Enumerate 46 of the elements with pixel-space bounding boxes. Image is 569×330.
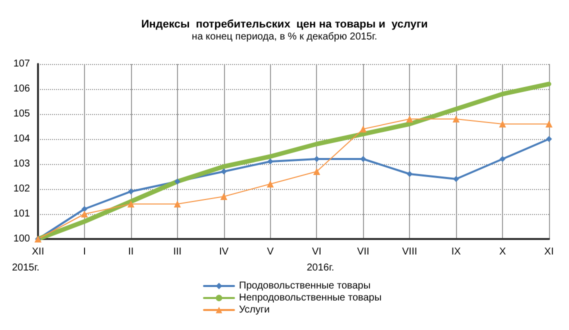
x-tick-label: V [266, 246, 274, 258]
point [453, 176, 460, 182]
x-tick-label: XII [32, 246, 44, 258]
x-tick-label: XI [544, 246, 554, 258]
point [128, 188, 134, 194]
text: 2016г. [306, 262, 334, 274]
point [406, 116, 414, 122]
y-tick-label: 104 [13, 134, 30, 144]
x-tick-label: VII [357, 246, 370, 258]
point [80, 210, 88, 218]
y-tick-label: 102 [13, 184, 30, 194]
x-tick-label: VI [312, 246, 322, 258]
legend-label: Непродовольственные товары [239, 292, 382, 304]
y-tick-label: 103 [13, 158, 30, 170]
point [266, 180, 274, 188]
x-tick-label: I [83, 246, 86, 258]
point [220, 193, 228, 200]
point [127, 200, 134, 208]
point [81, 206, 88, 212]
point [499, 120, 506, 128]
y-tick-label: 107 [13, 58, 30, 70]
point [174, 200, 181, 208]
point [267, 158, 274, 164]
point [313, 168, 320, 175]
legend-label: Продовольственные товары [239, 280, 371, 292]
y-tick-label: 105 [13, 108, 30, 120]
point [500, 156, 506, 162]
text: 2015г. [12, 262, 40, 274]
x-tick-label: VIII [402, 246, 418, 258]
y-tick-label: 101 [13, 208, 30, 220]
x-tick-label: II [128, 246, 134, 258]
chart-title: Индексы потребительских цен на товары и услуги [141, 18, 428, 30]
point [360, 126, 367, 132]
x-tick-label: X [499, 246, 506, 258]
x-tick-label: III [173, 246, 182, 258]
x-tick-label: IX [451, 246, 462, 258]
chart-subtitle: на конец периода, в % к декабрю 2015г. [192, 32, 378, 42]
legend-label: Услуги [239, 304, 270, 316]
point [546, 136, 552, 142]
x-tick-label: IV [219, 246, 229, 258]
point [452, 116, 460, 122]
y-tick-label: 106 [13, 84, 30, 94]
point [220, 168, 227, 174]
y-tick-label: 100 [13, 234, 30, 244]
point [174, 178, 180, 184]
point [546, 120, 552, 128]
